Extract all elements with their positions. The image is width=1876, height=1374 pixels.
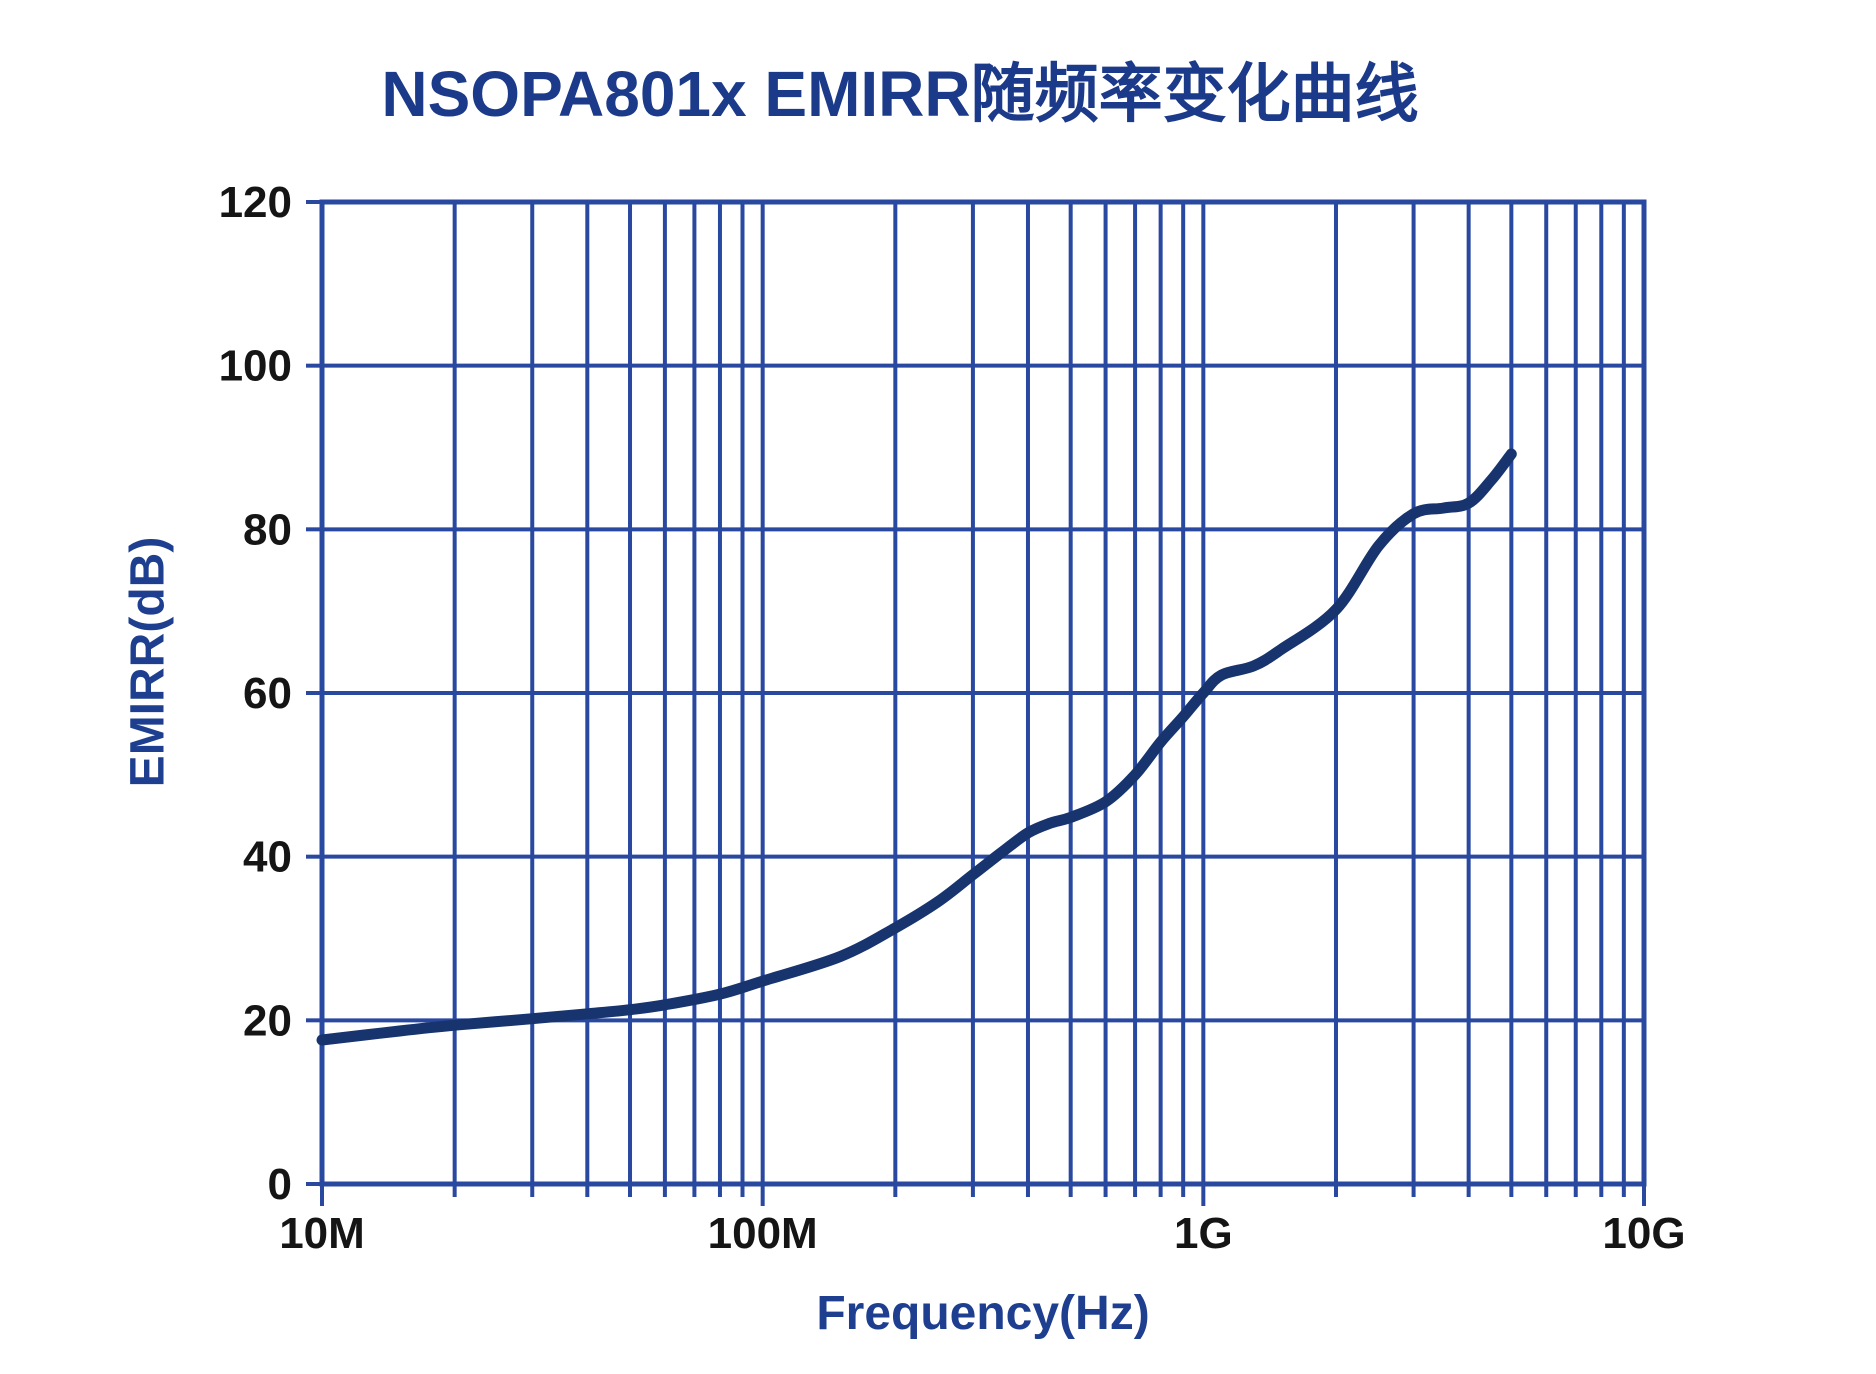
y-tick-label: 40 (243, 833, 292, 882)
y-tick-label: 20 (243, 996, 292, 1045)
y-tick-label: 100 (219, 342, 292, 391)
emirr-curve (316, 448, 1517, 1046)
x-tick-label: 10M (279, 1209, 365, 1258)
chart-title: NSOPA801x EMIRR随频率变化曲线 (381, 58, 1419, 130)
x-axis-title: Frequency(Hz) (816, 1287, 1150, 1340)
x-tick-label: 1G (1174, 1209, 1233, 1258)
y-tick-label: 80 (243, 505, 292, 554)
plot-frame (319, 199, 1647, 1187)
x-tick-label: 10G (1602, 1209, 1685, 1258)
y-tick-label: 0 (268, 1160, 292, 1209)
y-tick-label: 120 (219, 178, 292, 227)
y-tick-label: 60 (243, 669, 292, 718)
x-tick-label: 100M (708, 1209, 818, 1258)
